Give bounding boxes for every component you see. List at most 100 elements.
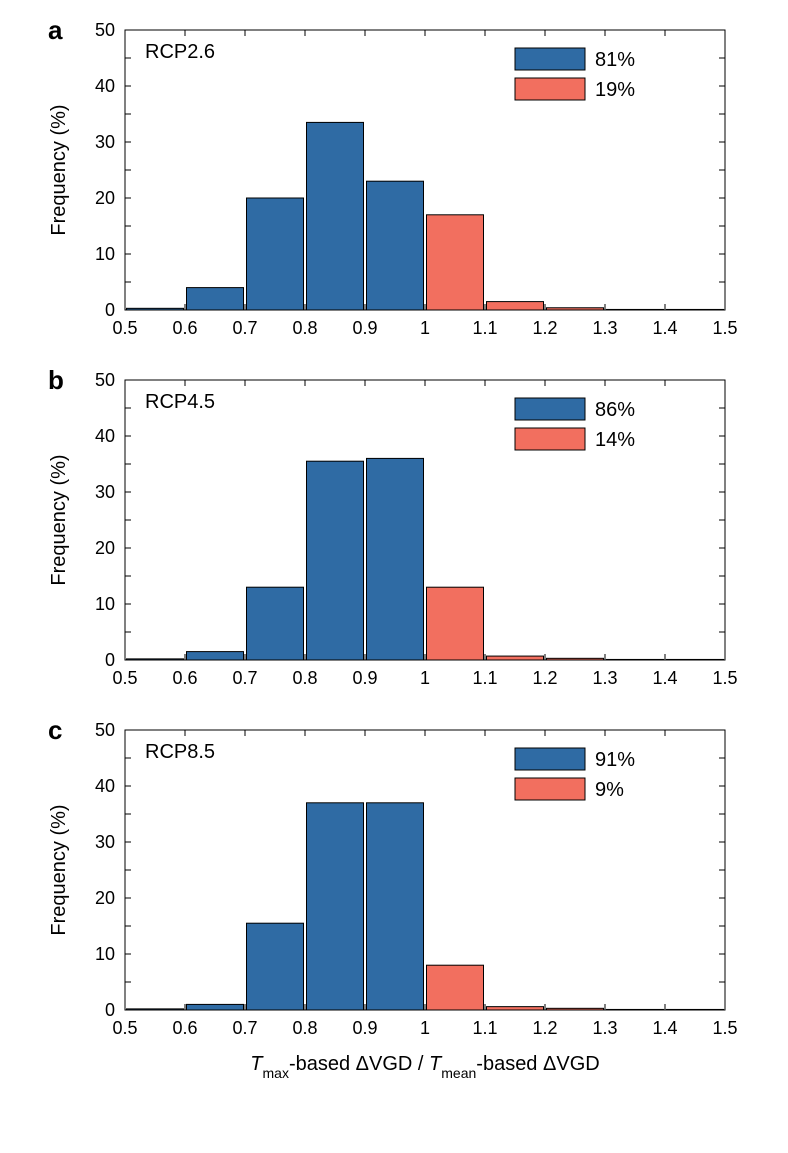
y-tick-label: 30: [95, 132, 115, 152]
panel-title: RCP2.6: [145, 41, 215, 63]
axes-box: [125, 380, 725, 660]
bar: [247, 923, 304, 1010]
panel-letter: b: [48, 365, 64, 396]
bar: [307, 803, 364, 1010]
x-tick-label: 1.2: [532, 318, 557, 338]
legend-label-red: 19%: [595, 79, 635, 101]
axes-box: [125, 730, 725, 1010]
legend-label-blue: 86%: [595, 399, 635, 421]
y-tick-label: 40: [95, 76, 115, 96]
x-tick-label: 0.7: [232, 318, 257, 338]
x-tick-label: 1.1: [472, 668, 497, 688]
x-tick-label: 1.5: [712, 1018, 737, 1038]
x-tick-label: 0.7: [232, 668, 257, 688]
y-tick-label: 40: [95, 426, 115, 446]
bar: [247, 587, 304, 660]
y-axis-label: Frequency (%): [48, 804, 70, 935]
x-tick-label: 0.6: [172, 1018, 197, 1038]
legend-label-red: 14%: [595, 429, 635, 451]
x-tick-label: 0.6: [172, 668, 197, 688]
panel-letter: a: [48, 15, 62, 46]
x-tick-label: 0.9: [352, 668, 377, 688]
bar: [247, 198, 304, 310]
x-tick-label: 1.4: [652, 668, 677, 688]
x-tick-label: 1.3: [592, 668, 617, 688]
x-tick-label: 0.5: [112, 318, 137, 338]
bar: [367, 458, 424, 660]
x-tick-label: 1.2: [532, 1018, 557, 1038]
histogram-a: 0.5 0.6 0.7 0.8 0.9 1 1.1 1.2 1.3 1.4 1.5 0 10 20 30 40…: [20, 20, 768, 360]
bar: [187, 288, 244, 310]
bar: [187, 1004, 244, 1010]
x-tick-label: 1.2: [532, 668, 557, 688]
y-tick-label: 0: [105, 650, 115, 670]
x-tick-label: 0.9: [352, 1018, 377, 1038]
histogram-b: 0.50.60.70.80.911.11.21.31.41.5010203040…: [20, 370, 768, 710]
panel-c: c0.50.60.70.80.911.11.21.31.41.501020304…: [20, 720, 768, 1120]
y-tick-label: 0: [105, 1000, 115, 1020]
x-tick-label: 0.9: [352, 318, 377, 338]
x-tick-label: 1.1: [472, 1018, 497, 1038]
legend-swatch-red: [515, 428, 585, 450]
x-tick-label: 1.3: [592, 1018, 617, 1038]
bar: [307, 461, 364, 660]
bar: [367, 181, 424, 310]
y-tick-label: 10: [95, 944, 115, 964]
x-tick-label: 1: [420, 318, 430, 338]
y-tick-label: 50: [95, 370, 115, 390]
y-tick-label: 20: [95, 188, 115, 208]
panel-letter: c: [48, 715, 62, 746]
panel-title: RCP4.5: [145, 391, 215, 413]
bar: [367, 803, 424, 1010]
x-tick-label: 1.3: [592, 318, 617, 338]
y-tick-label: 10: [95, 244, 115, 264]
y-tick-label: 50: [95, 720, 115, 740]
bar: [427, 965, 484, 1010]
x-tick-label: 1.1: [472, 318, 497, 338]
x-tick-label: 0.5: [112, 668, 137, 688]
x-tick-label: 1.4: [652, 1018, 677, 1038]
x-tick-label: 0.6: [172, 318, 197, 338]
legend-swatch-blue: [515, 398, 585, 420]
figure: a0.50.60.70.80.911.11.21.31.41.501020304…: [20, 20, 768, 1120]
y-tick-label: 0: [105, 300, 115, 320]
legend-swatch-blue: [515, 48, 585, 70]
histogram-c: 0.5 0.6 0.7 0.8 0.9 1 1.1 1.2 1.3 1.4 1.5 0 10 20 30 40…: [20, 720, 768, 1120]
y-tick-label: 30: [95, 832, 115, 852]
x-tick-label: 0.7: [232, 1018, 257, 1038]
legend-label-blue: 81%: [595, 49, 635, 71]
panel-b: b0.50.60.70.80.911.11.21.31.41.501020304…: [20, 370, 768, 710]
y-tick-label: 20: [95, 538, 115, 558]
bar: [427, 587, 484, 660]
y-tick-label: 40: [95, 776, 115, 796]
legend-label-red: 9%: [595, 779, 624, 801]
y-tick-label: 10: [95, 594, 115, 614]
bar: [307, 122, 364, 310]
y-axis-label: Frequency (%): [48, 104, 70, 235]
x-tick-label: 0.5: [112, 1018, 137, 1038]
bar: [487, 1007, 544, 1010]
legend-swatch-blue: [515, 748, 585, 770]
x-tick-label: 1: [420, 1018, 430, 1038]
legend-label-blue: 91%: [595, 749, 635, 771]
bar: [487, 302, 544, 310]
x-tick-label: 1.5: [712, 318, 737, 338]
y-tick-label: 30: [95, 482, 115, 502]
axes-box: [125, 30, 725, 310]
panel-a: a0.50.60.70.80.911.11.21.31.41.501020304…: [20, 20, 768, 360]
y-axis-label: Frequency (%): [48, 454, 70, 585]
x-tick-label: 1.4: [652, 318, 677, 338]
legend-swatch-red: [515, 78, 585, 100]
panel-title: RCP8.5: [145, 741, 215, 763]
x-tick-label: 0.8: [292, 1018, 317, 1038]
x-axis-label: Tmax-based ΔVGD / Tmean-based ΔVGD: [250, 1053, 599, 1081]
x-tick-label: 0.8: [292, 318, 317, 338]
y-tick-label: 50: [95, 20, 115, 40]
bar: [427, 215, 484, 310]
y-tick-label: 20: [95, 888, 115, 908]
legend-swatch-red: [515, 778, 585, 800]
x-tick-label: 1: [420, 668, 430, 688]
x-tick-label: 0.8: [292, 668, 317, 688]
bar: [187, 652, 244, 660]
bar: [487, 656, 544, 660]
